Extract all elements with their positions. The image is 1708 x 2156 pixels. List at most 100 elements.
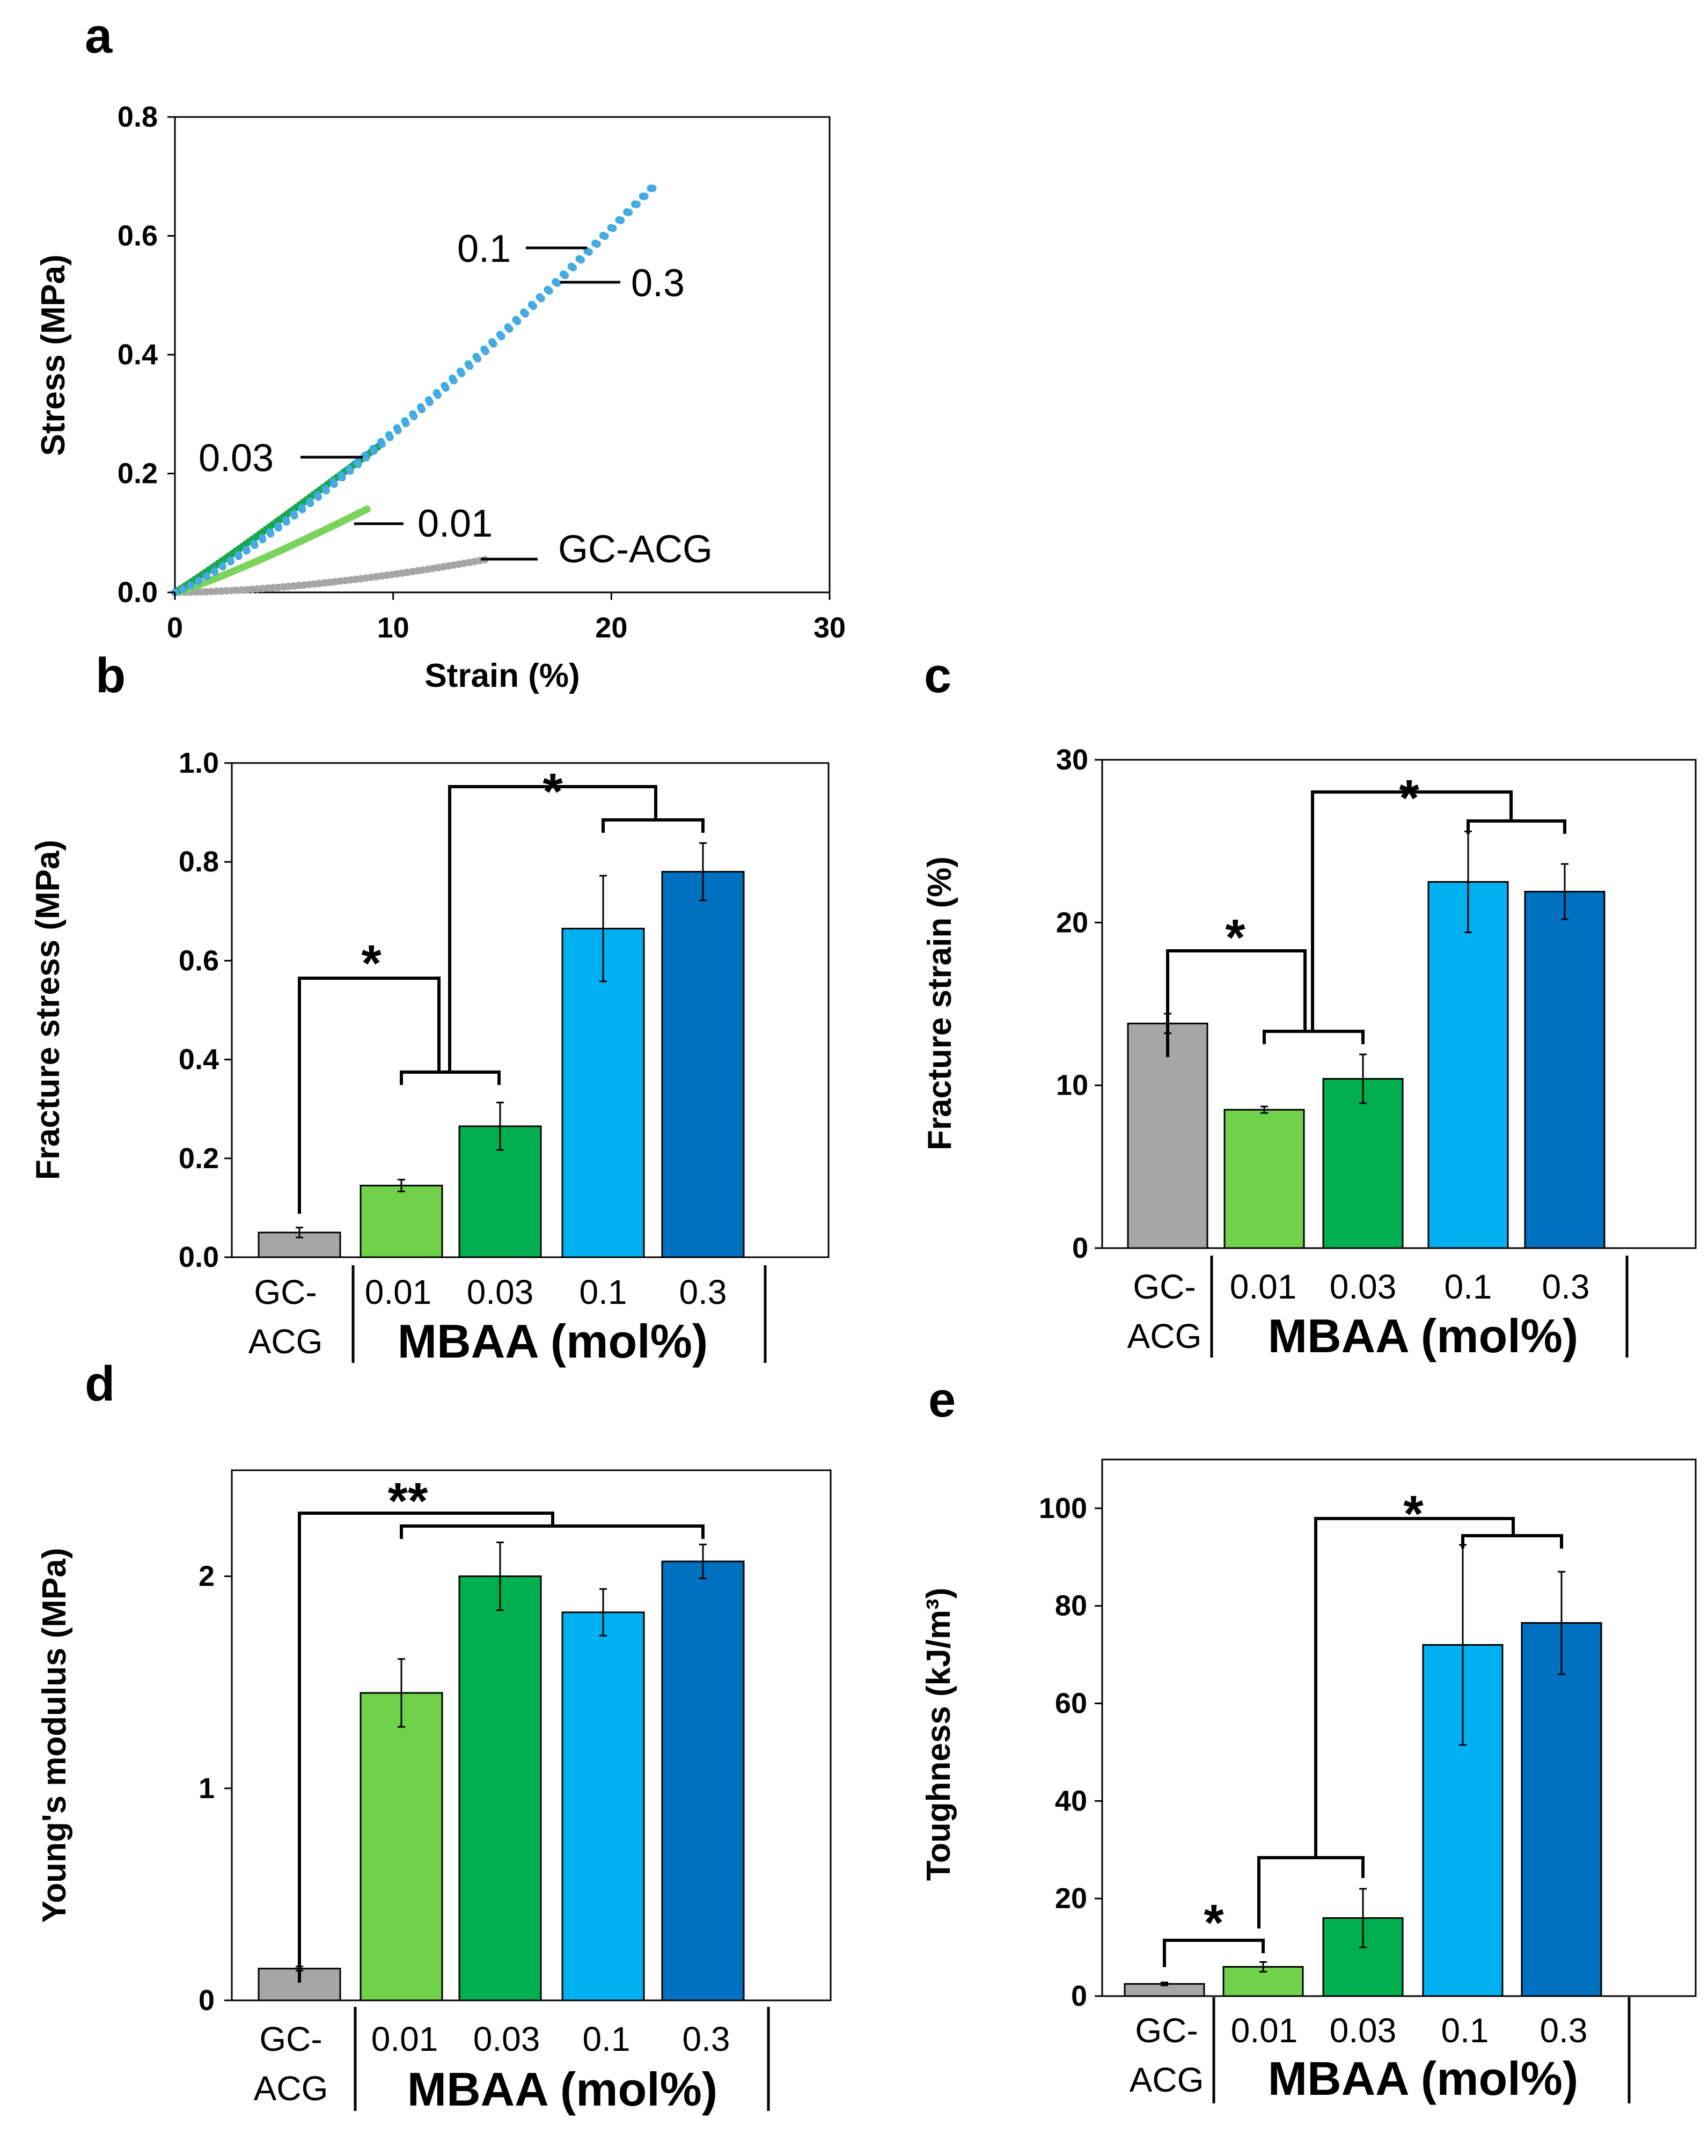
y-tick-label: 0.0: [179, 1241, 219, 1273]
panel-d-youngs-modulus: 0 1 2 Young's modulus (MPa) ** GC- ACG 0.0…: [36, 1469, 832, 2116]
category-axis-d: GC- ACG 0.01 0.03 0.1 0.3 MBAA (mol%): [254, 2007, 770, 2116]
curve-point-0.3: [617, 216, 625, 224]
y-tick-label: 20: [1055, 1882, 1087, 1915]
y-tick-label: 0.8: [118, 101, 158, 133]
curve-point-0.3: [394, 427, 402, 435]
cat-gcacg-line2: ACG: [1130, 2060, 1204, 2099]
bar-0.1: [561, 928, 645, 1258]
curve-point-0.3: [203, 573, 211, 581]
sig-bracket-d1: [298, 1512, 554, 1983]
curve-point-0.3: [346, 467, 354, 475]
sig-bracket-d2: [400, 1524, 705, 1539]
x-tick-label: 10: [377, 612, 409, 644]
curve-point-0.3: [338, 474, 346, 482]
sig-star-c2: *: [1399, 769, 1419, 827]
curve-point-0.3: [561, 272, 569, 280]
cat-gcacg-line1: GC-: [259, 2020, 322, 2058]
curve-point-0.3: [545, 287, 553, 295]
bars-b: [258, 842, 745, 1258]
curve-label-gcacg: GC-ACG: [558, 528, 713, 571]
sig-bracket-e3: [1314, 1517, 1515, 1858]
curve-point-0.3: [314, 493, 322, 501]
y-tick-label: 0: [1072, 1232, 1088, 1264]
curve-point-0.3: [466, 362, 474, 370]
curve-point-0.3: [426, 398, 434, 406]
curve-point-0.3: [529, 302, 537, 310]
cat-03: 0.3: [683, 2020, 730, 2058]
panel-label-c: c: [924, 648, 951, 703]
curve-point-0.3: [450, 377, 458, 385]
curve-point-0.3: [386, 434, 394, 442]
y-tick-label: 100: [1039, 1492, 1087, 1524]
y-tick-label: 0.4: [179, 1044, 219, 1076]
curve-point-0.3: [195, 577, 203, 585]
sig-bracket-e2: [1257, 1856, 1365, 1928]
sig-bracket-b4: [602, 818, 705, 833]
sig-star-e2: *: [1403, 1485, 1424, 1543]
y-tick-label: 40: [1055, 1785, 1087, 1817]
cat-03: 0.3: [679, 1273, 727, 1311]
axis-ticks-c: 0 10 20 30: [1056, 744, 1102, 1264]
curve-point-0.3: [641, 192, 649, 200]
sig-star-d1: **: [388, 1472, 428, 1530]
mbaa-label: MBAA (mol%): [398, 1315, 708, 1368]
curve-point-0.3: [362, 454, 370, 462]
bar-0.01: [1223, 1109, 1305, 1249]
y-tick-label: 0.0: [118, 576, 158, 608]
cat-001: 0.01: [1231, 2011, 1298, 2050]
axis-ticks-b: 0.0 0.2 0.4 0.6 0.8 1.0: [179, 747, 232, 1273]
x-tick-label: 20: [595, 612, 627, 644]
y-tick-label: 20: [1056, 906, 1088, 938]
x-tick-label: 0: [167, 612, 183, 644]
cat-gcacg-line2: ACG: [254, 2069, 328, 2108]
mbaa-label: MBAA (mol%): [1268, 1309, 1578, 1362]
bar-0.3: [661, 871, 745, 1258]
sig-star-c1: *: [1225, 909, 1245, 966]
panel-c-fracture-strain: 0 10 20 30 Fracture strain (%) * * GC- ACG …: [921, 744, 1697, 1362]
curve-point-0.3: [298, 505, 306, 514]
bar-0.1: [1427, 881, 1509, 1249]
y-tick-label: 0.2: [118, 458, 158, 490]
y-tick-label: 0.8: [179, 846, 219, 878]
curve-point-0.3: [179, 585, 187, 593]
curve-point-0.3: [219, 563, 227, 571]
curve-point-0.3: [330, 480, 338, 488]
y-tick-label: 2: [199, 1560, 215, 1593]
bar-GC-ACG: [1127, 1022, 1208, 1249]
curve-label-01: 0.1: [457, 228, 511, 270]
curve-point-0.3: [418, 406, 426, 414]
y-tick-label: 1.0: [179, 747, 219, 779]
mbaa-label: MBAA (mol%): [1268, 2052, 1578, 2105]
curve-point-0.3: [585, 248, 593, 256]
curve-point-0.3: [402, 420, 410, 428]
stress-strain-curves: [171, 184, 657, 596]
plot-frame-e: [1101, 1458, 1697, 1997]
y-axis-label-b: Fracture stress (MPa): [30, 840, 67, 1180]
curve-point-0.3: [442, 384, 450, 392]
curve-point-0.3: [274, 524, 282, 532]
cat-003: 0.03: [467, 1273, 534, 1311]
curve-point-0.3: [514, 318, 522, 326]
cat-gcacg-line1: GC-: [1133, 1267, 1196, 1306]
y-tick-label: 0.6: [118, 220, 158, 252]
axis-ticks-d: 0 1 2: [199, 1560, 232, 2016]
y-tick-label: 0.2: [179, 1142, 219, 1175]
curve-point-0.3: [458, 370, 466, 378]
curve-point-0.3: [234, 552, 243, 560]
sig-bracket-b2: [400, 1070, 501, 1085]
panel-label-b: b: [96, 648, 126, 703]
curve-point-0.3: [489, 340, 497, 348]
sig-bracket-c1: [1166, 949, 1307, 1057]
curve-label-003: 0.03: [199, 437, 274, 480]
bars-d: [258, 1541, 745, 2001]
cat-001: 0.01: [365, 1273, 432, 1311]
x-axis-label-a: Strain (%): [424, 657, 580, 694]
axis-ticks-a: 0.0 0.2 0.4 0.6 0.8 0 10 20 30: [118, 101, 846, 644]
curve-label-03: 0.3: [631, 262, 685, 305]
cat-gcacg-line1: GC-: [254, 1273, 317, 1311]
bar-0.01: [360, 1184, 443, 1258]
bar-0.3: [1521, 1622, 1602, 1997]
bars-e: [1124, 1544, 1602, 1997]
curve-point-0.3: [625, 208, 633, 216]
category-axis-b: GC- ACG 0.01 0.03 0.1 0.3 MBAA (mol%): [248, 1265, 767, 1368]
